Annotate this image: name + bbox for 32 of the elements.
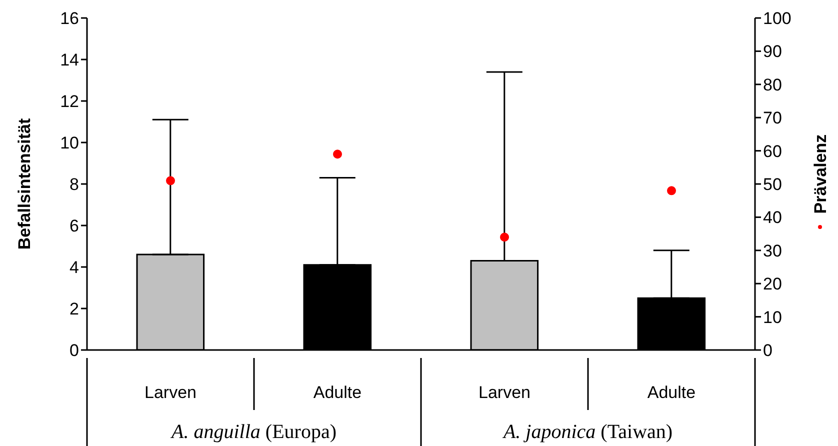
point xyxy=(333,150,342,159)
y-tick-label: 6 xyxy=(70,216,79,236)
y2-tick-label: 30 xyxy=(763,241,782,260)
y-tick-label: 12 xyxy=(60,92,79,112)
y-tick-label: 0 xyxy=(70,341,79,360)
y2-tick-label: 50 xyxy=(763,175,782,194)
y-tick-label: 2 xyxy=(70,300,79,319)
text: A. anguilla (Europa) xyxy=(170,421,336,443)
point xyxy=(667,186,676,196)
y2-tick-label: 80 xyxy=(763,75,782,94)
point xyxy=(166,176,175,186)
x-tick-label: Larven xyxy=(478,383,530,402)
y2-tick-label: 60 xyxy=(763,142,782,161)
x-tick-label: Larven xyxy=(144,383,196,402)
x-tick-label: Adulte xyxy=(313,383,362,402)
y2-axis-title: Prävalenz xyxy=(811,134,830,214)
y-tick-label: 10 xyxy=(60,134,79,153)
y-axis-title: Befallsintensität xyxy=(15,118,34,250)
y-tick-label: 8 xyxy=(70,175,79,194)
y2-tick-label: 90 xyxy=(763,42,782,62)
y2-tick-label: 0 xyxy=(763,341,772,360)
y2-tick-label: 10 xyxy=(763,308,782,327)
y2-tick-label: 40 xyxy=(763,208,782,228)
y2-tick-label: 70 xyxy=(763,108,782,128)
text: A. japonica (Taiwan) xyxy=(501,421,673,443)
y-tick-label: 16 xyxy=(60,9,79,28)
y2-tick-label: 100 xyxy=(763,9,792,28)
y-tick-label: 14 xyxy=(60,50,79,70)
y-tick-label: 4 xyxy=(70,258,79,278)
point xyxy=(500,232,509,242)
x-tick-label: Adulte xyxy=(647,383,696,402)
y2-tick-label: 20 xyxy=(763,274,782,294)
